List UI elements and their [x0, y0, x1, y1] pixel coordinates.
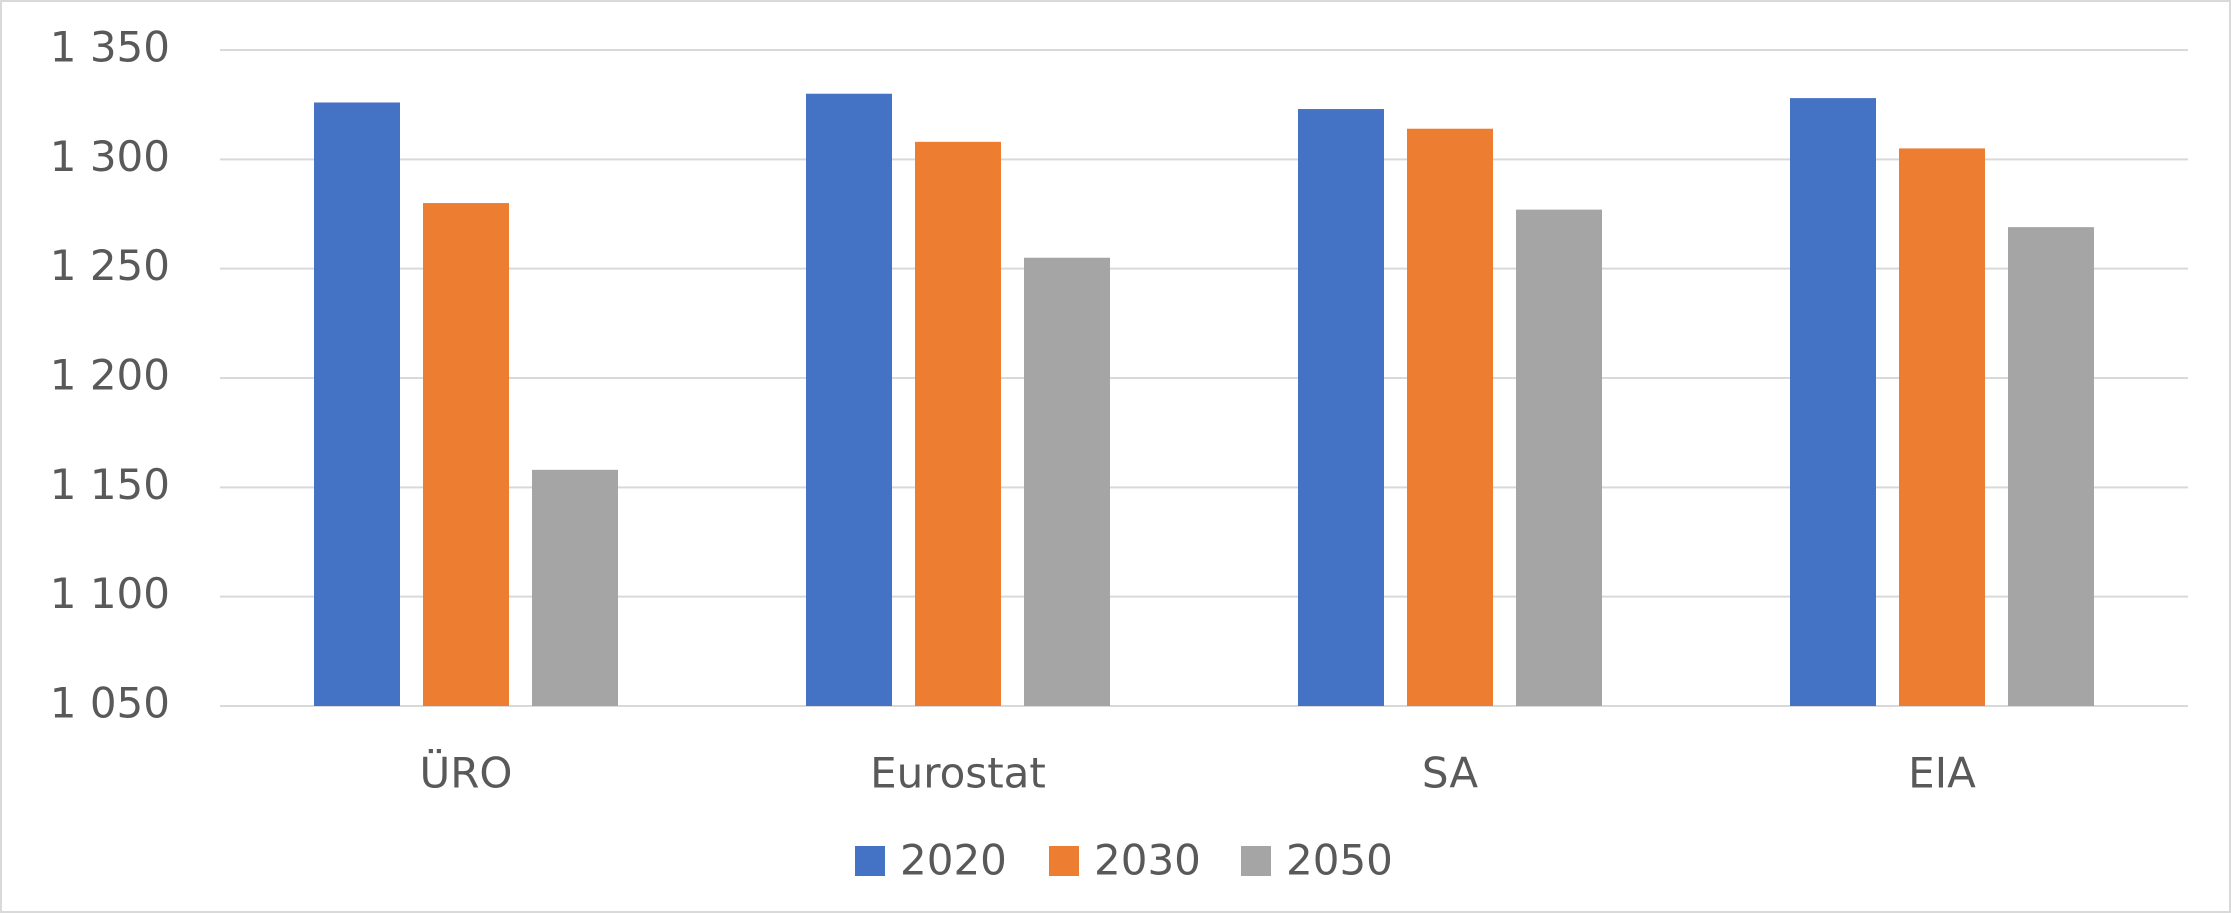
x-tick-label: Eurostat: [870, 749, 1046, 798]
bar: [423, 203, 509, 707]
bar: [2008, 227, 2094, 706]
bar: [1790, 98, 1876, 706]
x-tick-label: ÜRO: [420, 748, 513, 798]
y-tick-label: 1 300: [50, 132, 170, 181]
y-tick-label: 1 200: [50, 351, 170, 400]
legend-swatch: [855, 846, 885, 876]
y-tick-label: 1 100: [50, 569, 170, 618]
legend-swatch: [1241, 846, 1271, 876]
bar: [532, 469, 618, 706]
legend-swatch: [1049, 846, 1079, 876]
x-tick-label: EIA: [1908, 749, 1976, 798]
bar: [1407, 128, 1493, 707]
bar: [1024, 257, 1110, 706]
bar: [915, 141, 1001, 707]
legend-label: 2050: [1286, 836, 1393, 885]
y-tick-label: 1 150: [50, 460, 170, 509]
y-tick-label: 1 050: [50, 679, 170, 728]
bar: [806, 93, 892, 706]
x-tick-label: SA: [1422, 749, 1478, 798]
bar: [1298, 109, 1384, 707]
legend-label: 2030: [1094, 836, 1201, 885]
y-tick-label: 1 250: [50, 241, 170, 290]
bar: [314, 102, 400, 707]
bar: [1899, 148, 1985, 706]
legend-label: 2020: [900, 836, 1007, 885]
bar: [1516, 209, 1602, 707]
y-tick-label: 1 350: [50, 23, 170, 72]
